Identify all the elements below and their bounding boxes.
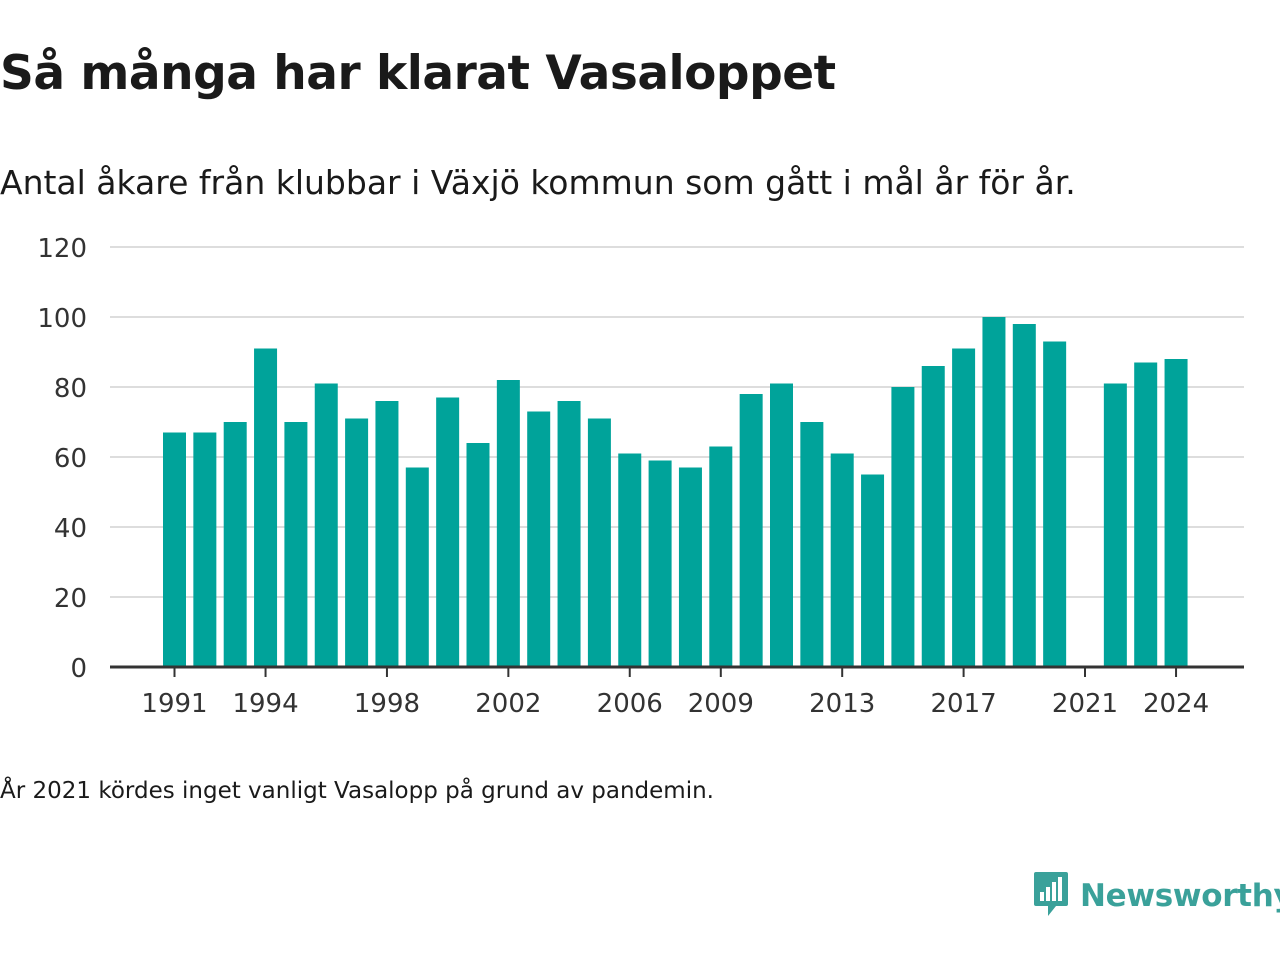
y-tick-label: 100: [37, 304, 87, 334]
bar-1993: [223, 422, 247, 667]
bar-2019: [1012, 324, 1036, 667]
bar-2009: [709, 446, 733, 667]
brand-name: Newsworthy: [1080, 878, 1280, 914]
bar-2023: [1134, 362, 1158, 667]
footnote: År 2021 kördes inget vanligt Vasalopp på…: [0, 778, 714, 804]
x-tick-label: 2017: [931, 689, 997, 719]
bar-2005: [587, 418, 611, 667]
bar-2001: [466, 443, 490, 667]
gridlines: [110, 246, 1244, 598]
x-tick-label: 2024: [1143, 689, 1209, 719]
x-tick-label: 2006: [597, 689, 663, 719]
bar-1999: [405, 467, 429, 667]
bar-2015: [891, 387, 915, 667]
bar-1998: [375, 401, 399, 667]
bar-chart: 0 20 40 60 80 100 120 1991 1994 1998 2002 2006 2009…: [37, 234, 1244, 719]
y-tick-label: 80: [54, 374, 87, 404]
bar-2018: [982, 317, 1006, 667]
bar-2022: [1103, 383, 1127, 667]
bar-2016: [921, 366, 945, 667]
bar-2011: [770, 383, 793, 667]
bar-2012: [800, 422, 824, 667]
bar-2006: [618, 453, 642, 667]
y-tick-label: 60: [54, 444, 87, 474]
x-axis-ticks: 1991 1994 1998 2002 2006 2009 2013 2017 2021 2024: [141, 667, 1209, 719]
x-tick-label: 2002: [475, 689, 541, 719]
bar-2008: [678, 467, 702, 667]
x-tick-label: 2021: [1052, 689, 1118, 719]
x-tick-label: 1991: [141, 689, 207, 719]
bar-2014: [861, 474, 885, 667]
y-tick-label: 40: [54, 514, 87, 544]
bar-2000: [436, 397, 460, 667]
bar-1995: [284, 422, 308, 667]
y-tick-label: 0: [70, 654, 87, 684]
chart-subtitle: Antal åkare från klubbar i Växjö kommun …: [0, 163, 1076, 202]
chart-title: Så många har klarat Vasaloppet: [0, 46, 836, 101]
x-tick-label: 1998: [354, 689, 420, 719]
bar-2013: [830, 453, 854, 667]
bars: [163, 317, 1188, 667]
bar-1996: [314, 383, 338, 667]
bar-2010: [739, 394, 763, 667]
bar-2004: [557, 401, 581, 667]
bar-2003: [527, 411, 551, 667]
x-tick-label: 1994: [232, 689, 298, 719]
bar-1997: [345, 418, 369, 667]
bar-2024: [1164, 359, 1188, 667]
x-tick-label: 2013: [809, 689, 875, 719]
bar-1991: [163, 432, 186, 667]
y-axis-tick-labels: 0 20 40 60 80 100 120: [37, 234, 87, 684]
y-tick-label: 20: [54, 584, 87, 614]
bar-2020: [1043, 341, 1067, 667]
bar-2007: [648, 460, 672, 667]
x-tick-label: 2009: [688, 689, 754, 719]
bar-2017: [952, 348, 976, 667]
bar-chart-speech-bubble-icon: [1032, 870, 1070, 922]
brand-logo: Newsworthy: [1032, 870, 1280, 922]
y-tick-label: 120: [37, 234, 87, 264]
bar-1992: [193, 432, 217, 667]
bar-1994: [254, 348, 278, 667]
bar-2002: [496, 380, 520, 667]
